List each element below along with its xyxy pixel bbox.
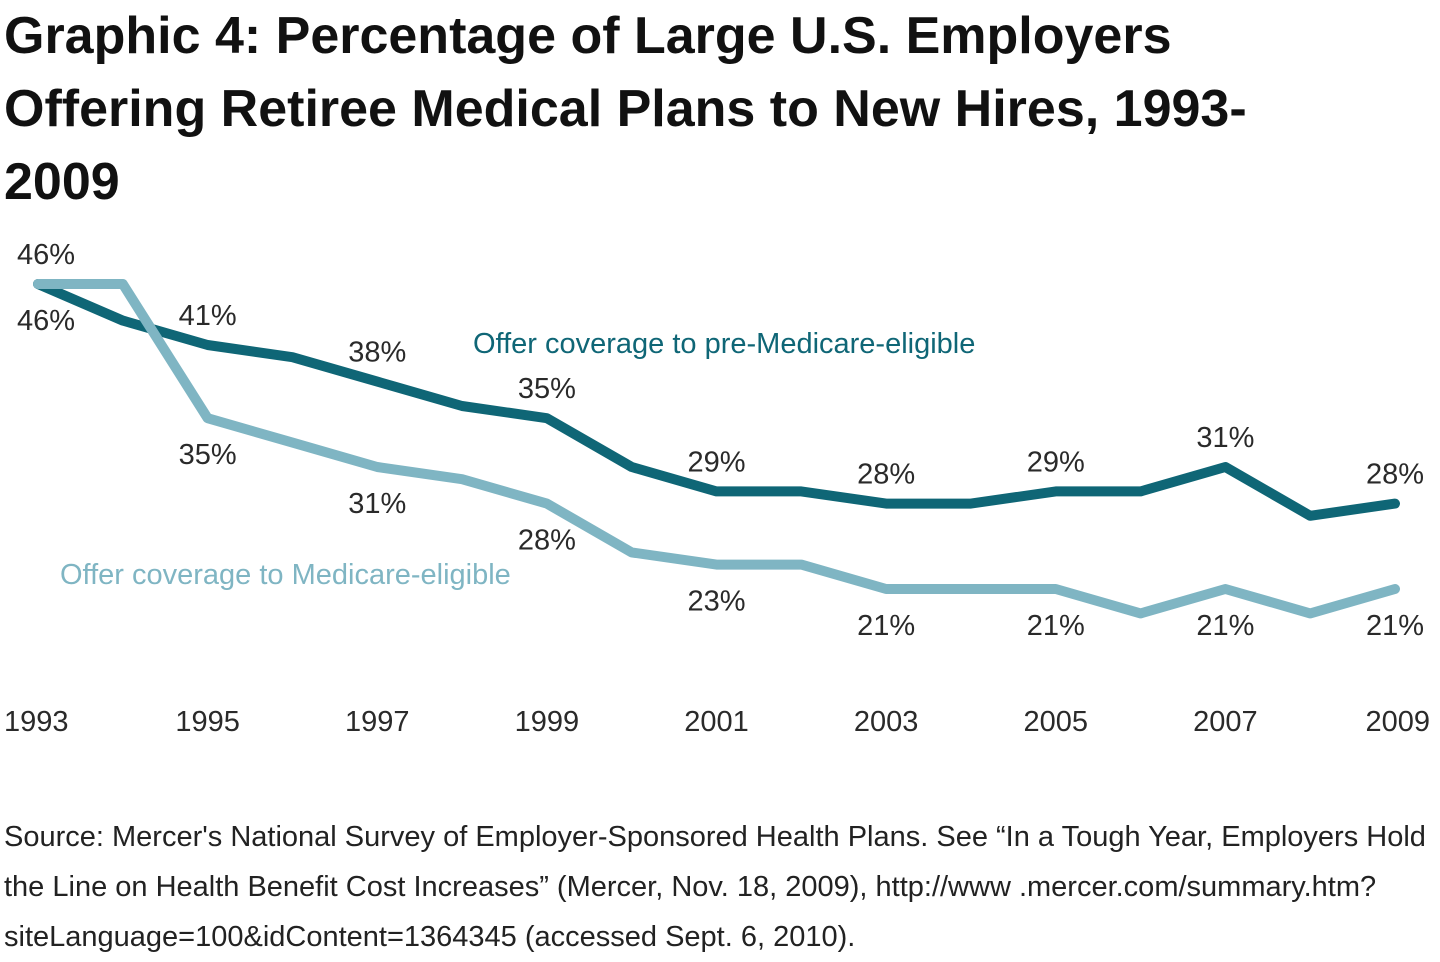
data-label: 29% (687, 446, 745, 478)
data-label: 31% (348, 488, 406, 520)
x-tick-label: 1995 (175, 706, 240, 738)
data-label: 28% (518, 525, 576, 557)
data-label: 41% (179, 300, 237, 332)
data-label: 28% (1366, 459, 1424, 491)
data-label: 28% (857, 459, 915, 491)
data-label: 35% (179, 439, 237, 471)
x-tick-label: 1993 (4, 706, 69, 738)
data-label: 31% (1196, 422, 1254, 454)
series-label-medicare: Offer coverage to Medicare-eligible (60, 559, 511, 591)
data-label: 21% (857, 610, 915, 642)
data-label: 21% (1196, 610, 1254, 642)
source-note: Source: Mercer's National Survey of Empl… (4, 821, 1426, 953)
x-tick-label: 1997 (345, 706, 410, 738)
x-tick-label: 1999 (515, 706, 580, 738)
data-label: 29% (1027, 446, 1085, 478)
series-label-pre-medicare: Offer coverage to pre-Medicare-eligible (473, 328, 975, 360)
x-tick-label: 2009 (1365, 706, 1430, 738)
data-label: 21% (1366, 610, 1424, 642)
data-label: 35% (518, 373, 576, 405)
series-line-1 (33, 279, 1400, 619)
series-line-0 (33, 279, 1400, 521)
x-tick-label: 2003 (854, 706, 919, 738)
x-tick-label: 2005 (1023, 706, 1088, 738)
data-label: 46% (17, 239, 75, 271)
x-tick-label: 2001 (684, 706, 749, 738)
data-label: 21% (1027, 610, 1085, 642)
x-tick-label: 2007 (1193, 706, 1258, 738)
data-label: 46% (17, 305, 75, 337)
chart-title: Graphic 4: Percentage of Large U.S. Empl… (4, 7, 1247, 211)
line-chart: 46% 41% 38% 35% 29% 28% 29% 31% 28% 46% 35% 31% 28% 2… (4, 239, 1430, 738)
data-label: 23% (687, 586, 745, 618)
data-label: 38% (348, 337, 406, 369)
